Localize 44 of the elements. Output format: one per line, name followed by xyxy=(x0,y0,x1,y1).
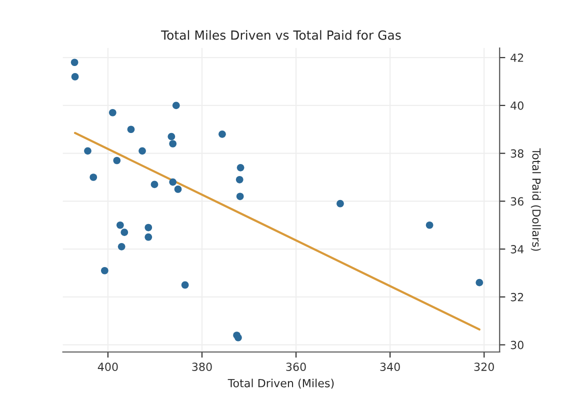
y-tick-label: 40 xyxy=(510,101,524,110)
point xyxy=(218,130,226,138)
point xyxy=(236,164,244,172)
x-tick-label: 340 xyxy=(380,362,400,372)
point xyxy=(336,200,344,208)
point xyxy=(234,334,242,342)
point xyxy=(236,176,244,184)
y-tick-label: 32 xyxy=(510,292,524,302)
point xyxy=(138,147,146,155)
point xyxy=(84,147,92,155)
point xyxy=(172,102,180,110)
x-axis-title: Total Driven (Miles) xyxy=(228,378,334,389)
point xyxy=(168,132,176,140)
point xyxy=(127,126,135,134)
point xyxy=(100,266,108,274)
point xyxy=(113,156,121,164)
y-tick-label: 36 xyxy=(510,197,524,206)
y-tick-label: 38 xyxy=(510,149,524,158)
point xyxy=(476,278,484,286)
point xyxy=(144,224,152,232)
point xyxy=(116,221,124,229)
y-tick-label: 30 xyxy=(510,340,524,350)
x-tick-label: 380 xyxy=(192,362,212,372)
x-tick-label: 400 xyxy=(98,362,118,372)
point xyxy=(174,186,182,193)
point xyxy=(118,243,126,250)
x-tick-label: 320 xyxy=(474,362,494,372)
point xyxy=(144,233,152,241)
point xyxy=(90,174,98,181)
point xyxy=(169,178,177,186)
point xyxy=(150,180,158,188)
y-tick-label: 34 xyxy=(510,245,524,254)
point xyxy=(426,221,434,229)
point xyxy=(70,58,78,66)
y-axis-title: Total Paid (Dollars) xyxy=(530,148,541,251)
point xyxy=(169,140,177,148)
y-tick-label: 42 xyxy=(510,54,524,62)
point xyxy=(108,108,116,116)
chart-title: Total Miles Driven vs Total Paid for Gas xyxy=(160,30,401,40)
point xyxy=(120,228,128,236)
point xyxy=(181,281,189,289)
point xyxy=(236,192,244,200)
x-tick-label: 360 xyxy=(286,362,306,372)
point xyxy=(71,73,79,80)
